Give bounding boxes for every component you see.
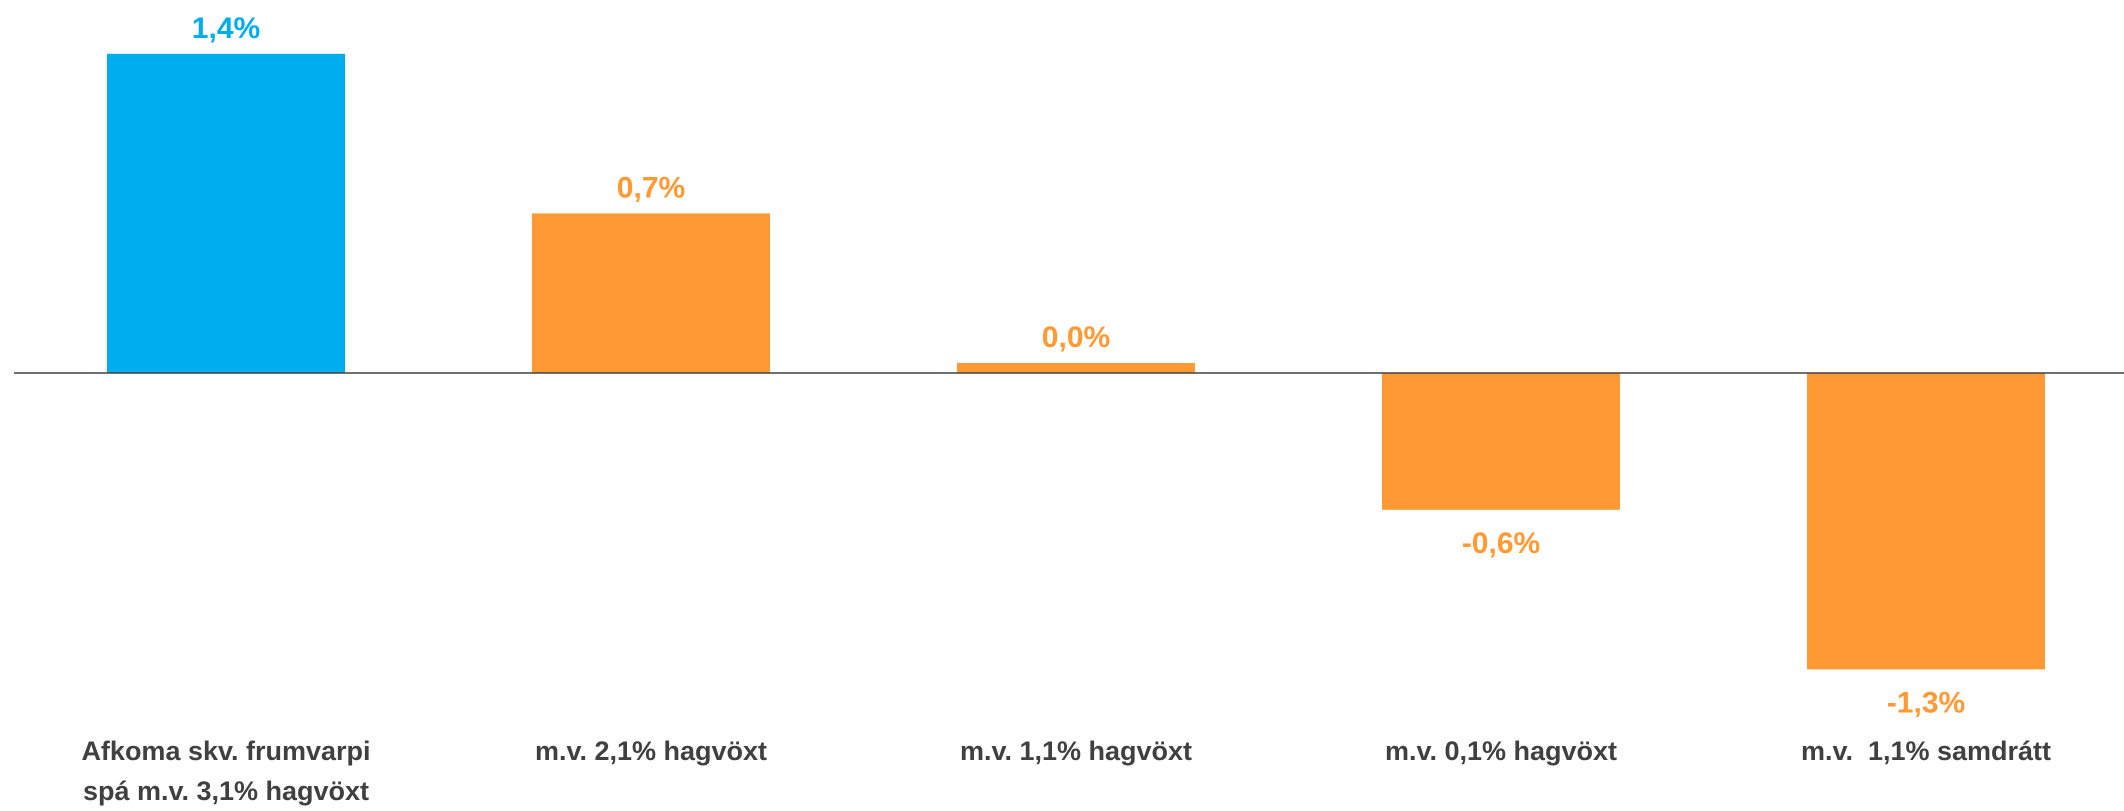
category-label-1-line-0: m.v. 2,1% hagvöxt: [535, 736, 767, 766]
data-label-0: 1,4%: [192, 12, 260, 45]
data-label-1: 0,7%: [617, 171, 685, 204]
bar-4: [1807, 373, 2045, 670]
data-label-3: -0,6%: [1462, 527, 1540, 560]
bar-3: [1382, 373, 1620, 510]
bar-2: [957, 363, 1195, 373]
category-label-2-line-0: m.v. 1,1% hagvöxt: [960, 736, 1192, 766]
bar-1: [532, 213, 770, 373]
bar-0: [107, 53, 345, 374]
category-label-0-line-0: Afkoma skv. frumvarpi: [81, 736, 370, 766]
category-labels-group: Afkoma skv. frumvarpi spá m.v. 3,1% hagvö…: [81, 736, 2051, 806]
category-label-4-line-0: m.v. 1,1% samdrátt: [1801, 736, 2051, 766]
bars-group: [107, 53, 2045, 670]
data-label-4: -1,3%: [1887, 686, 1965, 719]
category-label-0-line-1: spá m.v. 3,1% hagvöxt: [83, 776, 369, 806]
data-labels-group: 1,4% 0,7% 0,0% -0,6% -1,3%: [192, 12, 1965, 720]
data-label-2: 0,0%: [1042, 321, 1110, 354]
category-label-3-line-0: m.v. 0,1% hagvöxt: [1385, 736, 1617, 766]
